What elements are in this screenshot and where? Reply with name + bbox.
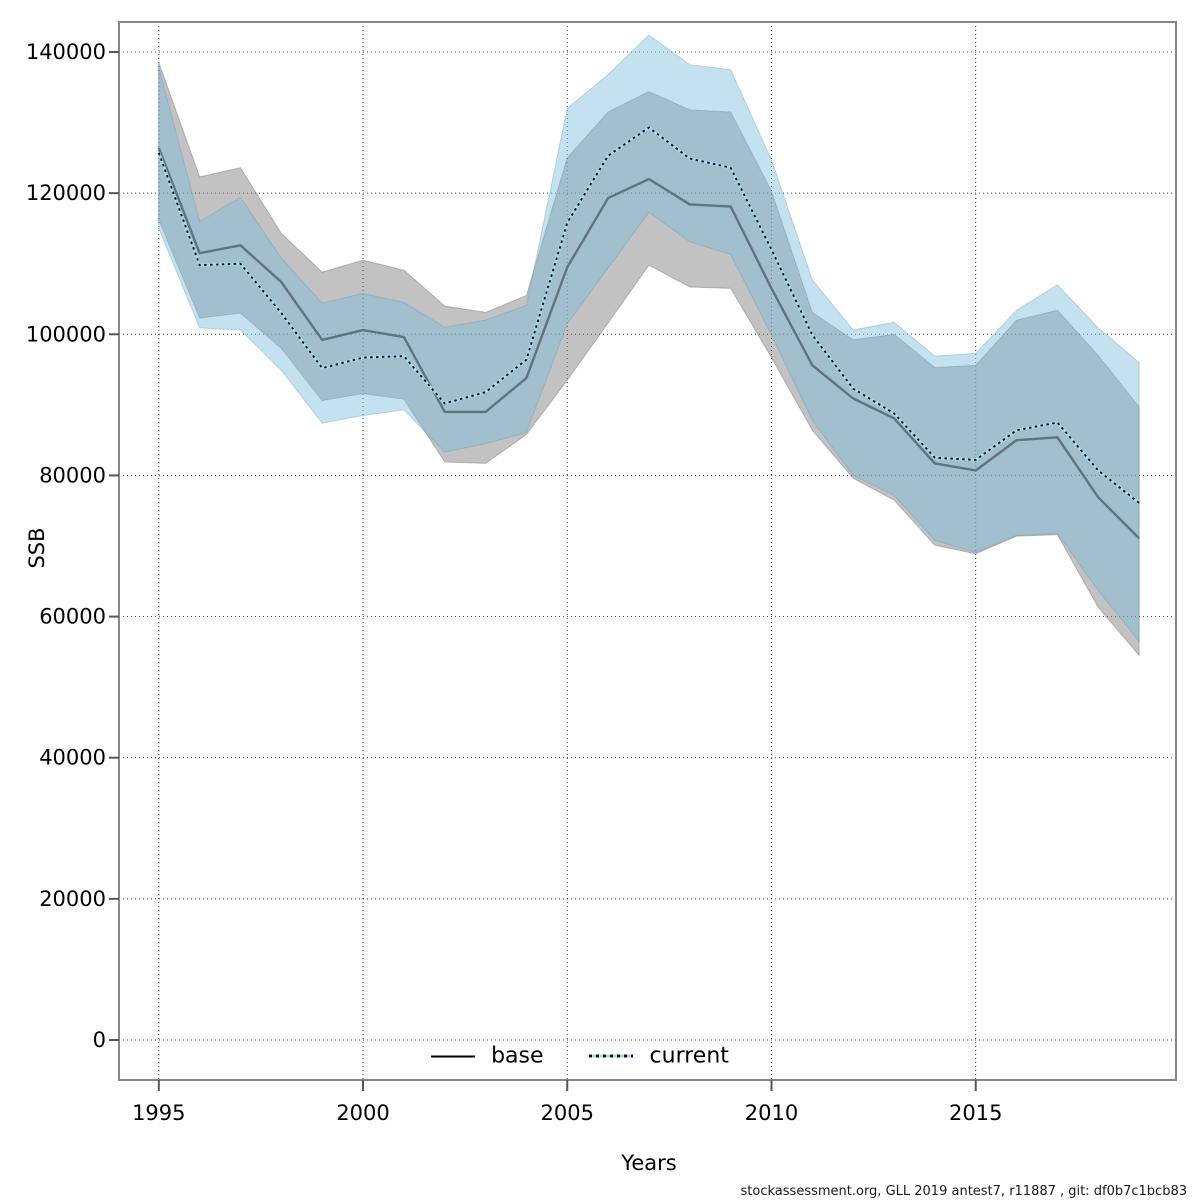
y-axis-title: SSB [25, 527, 49, 569]
x-tick-label: 2000 [336, 1101, 389, 1125]
source-caption: stockassessment.org, GLL 2019 antest7, r… [740, 1184, 1187, 1199]
y-tick-label: 40000 [39, 746, 106, 770]
legend-label-base: base [491, 1043, 544, 1069]
legend-item-current: current [589, 1043, 729, 1069]
y-tick-label: 60000 [39, 605, 106, 629]
x-tick-label: 2005 [541, 1101, 594, 1125]
legend-item-base: base [431, 1043, 544, 1069]
x-tick-label: 2015 [949, 1101, 1002, 1125]
current-line-sample [589, 1054, 634, 1058]
base-line-sample [431, 1055, 476, 1057]
x-tick-label: 1995 [132, 1101, 185, 1125]
x-axis-title: Years [621, 1151, 677, 1175]
y-tick-label: 80000 [39, 463, 106, 487]
y-tick-label: 100000 [26, 322, 106, 346]
y-tick-label: 120000 [26, 181, 106, 205]
plot-border [118, 21, 1177, 1081]
current-line [157, 126, 1140, 504]
x-tick-label: 2010 [745, 1101, 798, 1125]
y-tick-label: 140000 [26, 40, 106, 64]
legend: base current [431, 1044, 729, 1069]
current-confidence-band [158, 34, 1140, 643]
y-tick-label: 20000 [39, 887, 106, 911]
base-line [157, 147, 1140, 540]
legend-label-current: current [649, 1043, 729, 1069]
y-tick-label: 0 [93, 1028, 106, 1052]
